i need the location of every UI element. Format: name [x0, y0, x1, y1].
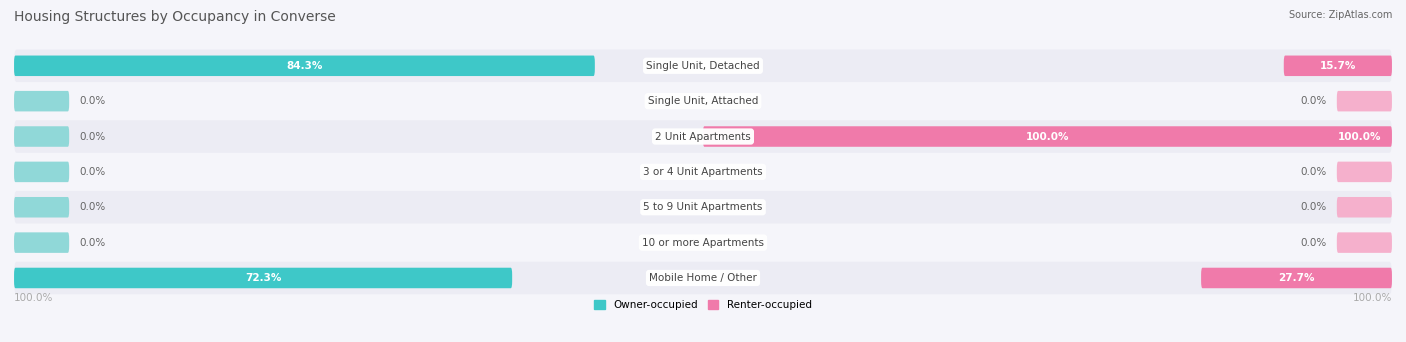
- FancyBboxPatch shape: [14, 197, 69, 218]
- FancyBboxPatch shape: [14, 156, 1392, 188]
- FancyBboxPatch shape: [14, 191, 1392, 224]
- FancyBboxPatch shape: [14, 91, 69, 111]
- FancyBboxPatch shape: [703, 126, 1392, 147]
- FancyBboxPatch shape: [14, 268, 512, 288]
- Text: 72.3%: 72.3%: [245, 273, 281, 283]
- FancyBboxPatch shape: [1284, 55, 1392, 76]
- FancyBboxPatch shape: [1337, 232, 1392, 253]
- Text: Source: ZipAtlas.com: Source: ZipAtlas.com: [1288, 10, 1392, 20]
- FancyBboxPatch shape: [1337, 91, 1392, 111]
- Text: 0.0%: 0.0%: [80, 238, 105, 248]
- FancyBboxPatch shape: [1337, 162, 1392, 182]
- FancyBboxPatch shape: [14, 232, 69, 253]
- FancyBboxPatch shape: [14, 262, 1392, 294]
- Text: 0.0%: 0.0%: [1301, 202, 1326, 212]
- Text: 0.0%: 0.0%: [1301, 167, 1326, 177]
- Text: 100.0%: 100.0%: [1353, 293, 1392, 303]
- FancyBboxPatch shape: [14, 55, 595, 76]
- Text: 0.0%: 0.0%: [1301, 96, 1326, 106]
- FancyBboxPatch shape: [1337, 197, 1392, 218]
- Text: Mobile Home / Other: Mobile Home / Other: [650, 273, 756, 283]
- Text: 5 to 9 Unit Apartments: 5 to 9 Unit Apartments: [644, 202, 762, 212]
- FancyBboxPatch shape: [14, 50, 1392, 82]
- FancyBboxPatch shape: [14, 120, 1392, 153]
- Text: 10 or more Apartments: 10 or more Apartments: [643, 238, 763, 248]
- Text: 0.0%: 0.0%: [80, 202, 105, 212]
- Text: 27.7%: 27.7%: [1278, 273, 1315, 283]
- Text: 0.0%: 0.0%: [80, 96, 105, 106]
- FancyBboxPatch shape: [14, 85, 1392, 117]
- Legend: Owner-occupied, Renter-occupied: Owner-occupied, Renter-occupied: [591, 295, 815, 314]
- Text: 100.0%: 100.0%: [14, 293, 53, 303]
- Text: 15.7%: 15.7%: [1320, 61, 1355, 71]
- Text: 0.0%: 0.0%: [1301, 238, 1326, 248]
- FancyBboxPatch shape: [14, 226, 1392, 259]
- FancyBboxPatch shape: [1201, 268, 1392, 288]
- Text: 0.0%: 0.0%: [80, 132, 105, 142]
- Text: 84.3%: 84.3%: [287, 61, 322, 71]
- Text: 2 Unit Apartments: 2 Unit Apartments: [655, 132, 751, 142]
- Text: Single Unit, Detached: Single Unit, Detached: [647, 61, 759, 71]
- Text: 0.0%: 0.0%: [80, 167, 105, 177]
- Text: Single Unit, Attached: Single Unit, Attached: [648, 96, 758, 106]
- Text: Housing Structures by Occupancy in Converse: Housing Structures by Occupancy in Conve…: [14, 10, 336, 24]
- Text: 100.0%: 100.0%: [1339, 132, 1382, 142]
- Text: 3 or 4 Unit Apartments: 3 or 4 Unit Apartments: [643, 167, 763, 177]
- FancyBboxPatch shape: [14, 162, 69, 182]
- FancyBboxPatch shape: [14, 126, 69, 147]
- Text: 100.0%: 100.0%: [1026, 132, 1069, 142]
